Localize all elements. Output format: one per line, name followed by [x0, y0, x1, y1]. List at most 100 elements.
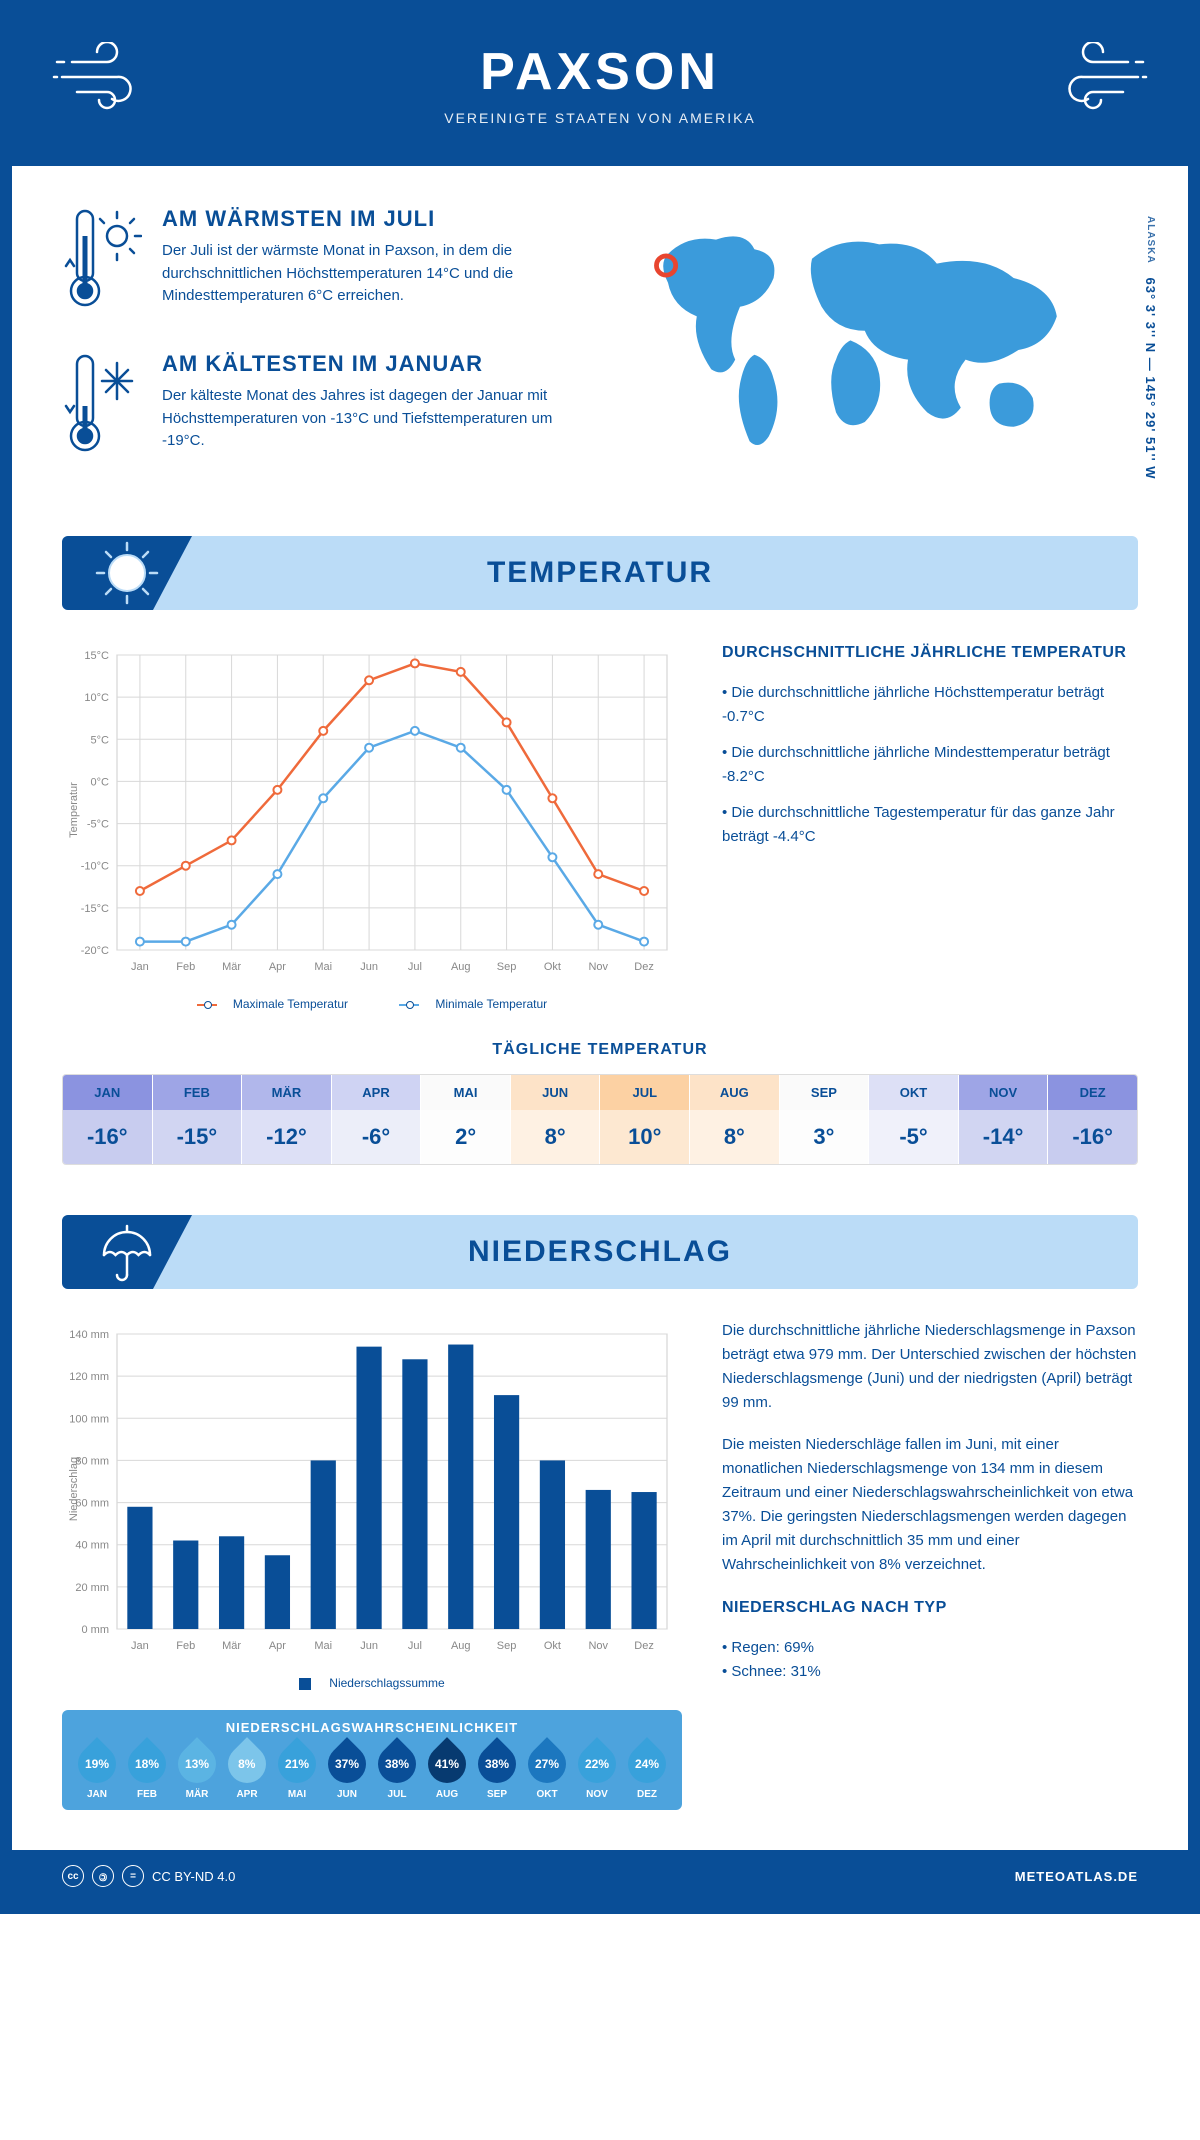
daily-temp-cell: JUN8° — [511, 1075, 601, 1164]
daily-temp-cell: OKT-5° — [869, 1075, 959, 1164]
temperature-heading: TEMPERATUR — [92, 556, 1108, 590]
thermometer-sun-icon — [62, 206, 142, 321]
svg-text:Apr: Apr — [269, 1640, 286, 1652]
coldest-fact: AM KÄLTESTEN IM JANUAR Der kälteste Mona… — [62, 351, 580, 466]
coldest-text: Der kälteste Monat des Jahres ist dagege… — [162, 385, 580, 453]
prob-drop: 21%MAI — [272, 1745, 322, 1800]
city-title: PAXSON — [52, 42, 1148, 102]
svg-text:Jan: Jan — [131, 1640, 149, 1652]
daily-temp-cell: NOV-14° — [959, 1075, 1049, 1164]
svg-text:Okt: Okt — [544, 961, 561, 973]
prob-drop: 18%FEB — [122, 1745, 172, 1800]
prob-drop: 38%SEP — [472, 1745, 522, 1800]
footer: cc 🄯 = CC BY-ND 4.0 METEOATLAS.DE — [12, 1850, 1188, 1902]
warmest-title: AM WÄRMSTEN IM JULI — [162, 206, 580, 232]
infographic-frame: PAXSON VEREINIGTE STAATEN VON AMERIKA — [0, 0, 1200, 1914]
temp-legend: Maximale Temperatur Minimale Temperatur — [62, 997, 682, 1011]
prob-drop: 13%MÄR — [172, 1745, 222, 1800]
daily-temp-heading: TÄGLICHE TEMPERATUR — [62, 1041, 1138, 1059]
prob-drop: 22%NOV — [572, 1745, 622, 1800]
intro-row: AM WÄRMSTEN IM JULI Der Juli ist der wär… — [62, 206, 1138, 496]
prob-drop: 38%JUL — [372, 1745, 422, 1800]
svg-text:10°C: 10°C — [84, 692, 109, 704]
precipitation-bar-chart: 0 mm 20 mm 40 mm 60 mm 80 mm 100 mm 120 mm 140 … — [62, 1319, 682, 1659]
daily-temp-cell: JUL10° — [600, 1075, 690, 1164]
svg-text:-10°C: -10°C — [81, 861, 109, 873]
daily-temp-cell: FEB-15° — [153, 1075, 243, 1164]
precipitation-heading: NIEDERSCHLAG — [92, 1235, 1108, 1269]
svg-text:Mai: Mai — [314, 1640, 332, 1652]
svg-text:Aug: Aug — [451, 1640, 471, 1652]
svg-text:Dez: Dez — [634, 961, 654, 973]
svg-text:Dez: Dez — [634, 1640, 654, 1652]
daily-temp-cell: MÄR-12° — [242, 1075, 332, 1164]
svg-text:100 mm: 100 mm — [69, 1413, 109, 1425]
coordinates: ALASKA 63° 3' 3'' N — 145° 29' 51'' W — [1143, 216, 1158, 480]
world-map: ALASKA 63° 3' 3'' N — 145° 29' 51'' W — [620, 206, 1138, 496]
svg-text:Mai: Mai — [314, 961, 332, 973]
svg-text:Feb: Feb — [176, 961, 195, 973]
site-name: METEOATLAS.DE — [1015, 1869, 1138, 1884]
svg-text:Aug: Aug — [451, 961, 471, 973]
daily-temp-table: JAN-16°FEB-15°MÄR-12°APR-6°MAI2°JUN8°JUL… — [62, 1074, 1138, 1165]
warmest-fact: AM WÄRMSTEN IM JULI Der Juli ist der wär… — [62, 206, 580, 321]
prob-drop: 8%APR — [222, 1745, 272, 1800]
svg-text:Okt: Okt — [544, 1640, 561, 1652]
svg-text:Mär: Mär — [222, 961, 241, 973]
prob-drop: 37%JUN — [322, 1745, 372, 1800]
prob-drop: 27%OKT — [522, 1745, 572, 1800]
prob-drop: 41%AUG — [422, 1745, 472, 1800]
svg-text:40 mm: 40 mm — [75, 1540, 109, 1552]
svg-text:140 mm: 140 mm — [69, 1329, 109, 1341]
svg-text:Apr: Apr — [269, 961, 286, 973]
daily-temp-cell: APR-6° — [332, 1075, 422, 1164]
section-header-precipitation: NIEDERSCHLAG — [62, 1215, 1138, 1289]
svg-text:Sep: Sep — [497, 1640, 517, 1652]
section-header-temperature: TEMPERATUR — [62, 536, 1138, 610]
temperature-line-chart: -20°C -15°C -10°C -5°C 0°C 5°C 10°C 15°C Jan Feb M… — [62, 640, 682, 980]
license: cc 🄯 = CC BY-ND 4.0 — [62, 1865, 235, 1887]
prob-drop: 19%JAN — [72, 1745, 122, 1800]
svg-text:Feb: Feb — [176, 1640, 195, 1652]
svg-text:0°C: 0°C — [91, 776, 110, 788]
svg-text:Jan: Jan — [131, 961, 149, 973]
svg-text:Jul: Jul — [408, 1640, 422, 1652]
svg-text:Niederschlag: Niederschlag — [68, 1457, 80, 1521]
prob-drop: 24%DEZ — [622, 1745, 672, 1800]
svg-text:120 mm: 120 mm — [69, 1371, 109, 1383]
svg-text:80 mm: 80 mm — [75, 1455, 109, 1467]
svg-text:5°C: 5°C — [91, 734, 110, 746]
svg-text:0 mm: 0 mm — [82, 1624, 110, 1636]
daily-temp-cell: MAI2° — [421, 1075, 511, 1164]
svg-text:Mär: Mär — [222, 1640, 241, 1652]
svg-text:-15°C: -15°C — [81, 903, 109, 915]
wind-icon — [1048, 42, 1148, 117]
thermometer-snow-icon — [62, 351, 142, 466]
daily-temp-cell: SEP3° — [780, 1075, 870, 1164]
header: PAXSON VEREINIGTE STAATEN VON AMERIKA — [12, 12, 1188, 166]
svg-text:15°C: 15°C — [84, 650, 109, 662]
umbrella-icon — [62, 1215, 192, 1289]
svg-text:60 mm: 60 mm — [75, 1498, 109, 1510]
sun-icon — [62, 536, 192, 610]
svg-text:Temperatur: Temperatur — [68, 782, 80, 838]
warmest-text: Der Juli ist der wärmste Monat in Paxson… — [162, 240, 580, 308]
svg-text:-20°C: -20°C — [81, 945, 109, 957]
svg-text:20 mm: 20 mm — [75, 1582, 109, 1594]
precip-legend: Niederschlagssumme — [62, 1676, 682, 1690]
svg-text:Nov: Nov — [588, 961, 608, 973]
svg-text:Jun: Jun — [360, 1640, 378, 1652]
city-subtitle: VEREINIGTE STAATEN VON AMERIKA — [52, 110, 1148, 126]
precip-probability-box: NIEDERSCHLAGSWAHRSCHEINLICHKEIT 19%JAN18… — [62, 1710, 682, 1810]
precip-text: Die durchschnittliche jährliche Niedersc… — [722, 1319, 1138, 1810]
svg-text:Nov: Nov — [588, 1640, 608, 1652]
wind-icon — [52, 42, 152, 117]
svg-text:Jun: Jun — [360, 961, 378, 973]
svg-text:Jul: Jul — [408, 961, 422, 973]
svg-text:-5°C: -5°C — [87, 819, 109, 831]
svg-text:Sep: Sep — [497, 961, 517, 973]
coldest-title: AM KÄLTESTEN IM JANUAR — [162, 351, 580, 377]
daily-temp-cell: DEZ-16° — [1048, 1075, 1137, 1164]
daily-temp-cell: JAN-16° — [63, 1075, 153, 1164]
temp-facts: DURCHSCHNITTLICHE JÄHRLICHE TEMPERATUR •… — [722, 640, 1138, 1011]
